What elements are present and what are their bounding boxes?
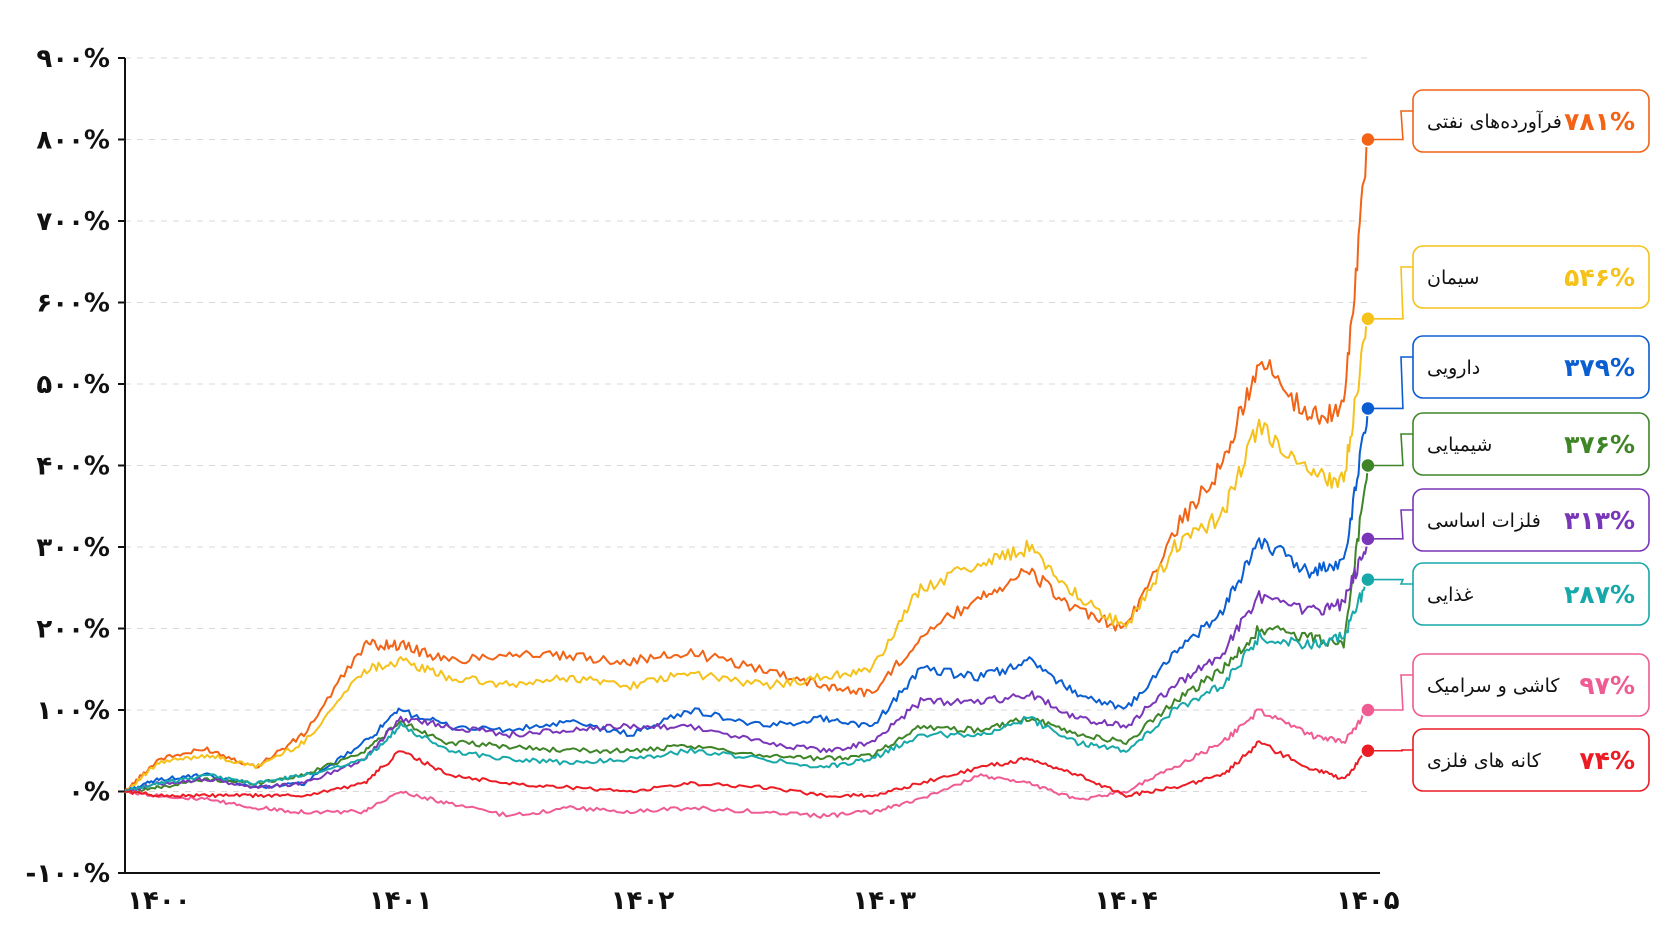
y-tick-label: -۱۰۰% xyxy=(26,859,110,889)
y-tick-label: ۲۰۰% xyxy=(36,615,110,645)
label-leader xyxy=(1367,110,1413,141)
label-leader xyxy=(1367,266,1413,320)
x-tick-label: ۱۴۰۱ xyxy=(369,886,432,916)
series-label-box xyxy=(1412,562,1650,626)
series-line xyxy=(124,139,1369,791)
y-axis-ticks: -۱۰۰% ۰% ۱۰۰% ۲۰۰% ۳۰۰% ۴۰۰% ۵۰۰% ۶۰۰% ۷۰۰% ۸۰۰% ۹… xyxy=(26,44,125,889)
series-label-box xyxy=(1412,488,1650,552)
series-label-box xyxy=(1412,335,1650,399)
series-line xyxy=(124,317,1369,794)
series-value: ۵۴۶% xyxy=(1564,263,1635,292)
series-name: دارویی xyxy=(1427,357,1480,379)
y-tick-label: ۰% xyxy=(68,778,110,808)
gridlines xyxy=(125,57,1370,792)
label-leader xyxy=(1367,578,1413,585)
x-axis-ticks: ۱۴۰۰ ۱۴۰۱ ۱۴۰۲ ۱۴۰۳ ۱۴۰۴ ۱۴۰۵ xyxy=(127,886,1400,916)
series-name: سیمان xyxy=(1427,267,1479,289)
x-tick-label: ۱۴۰۰ xyxy=(127,886,190,916)
label-leader xyxy=(1367,356,1413,410)
series-value: ۲۸۷% xyxy=(1564,580,1635,609)
series-line xyxy=(124,708,1368,819)
series-name: فلزات اساسی xyxy=(1427,510,1541,532)
y-tick-label: ۳۰۰% xyxy=(36,533,110,563)
series-name: شیمیایی xyxy=(1427,434,1492,456)
label-leader xyxy=(1367,749,1413,752)
y-tick-label: ۵۰۰% xyxy=(36,370,110,400)
y-tick-label: ۶۰۰% xyxy=(36,289,110,319)
series-label-box xyxy=(1412,89,1650,153)
label-leader xyxy=(1367,433,1413,467)
series-value: ۷۴% xyxy=(1579,746,1635,775)
series-value: ۹۷% xyxy=(1579,671,1635,700)
series-label-box xyxy=(1412,412,1650,476)
series-label-box xyxy=(1412,728,1650,792)
x-tick-label: ۱۴۰۲ xyxy=(611,886,675,916)
series-label-box xyxy=(1412,245,1650,309)
x-tick-label: ۱۴۰۳ xyxy=(853,886,917,916)
series-label-box xyxy=(1412,653,1650,717)
label-leader xyxy=(1367,509,1413,540)
y-tick-label: ۷۰۰% xyxy=(36,207,110,237)
series-value: ۳۱۳% xyxy=(1564,506,1635,535)
series-name: فرآورده‌های نفتی xyxy=(1427,109,1562,133)
series-labels: فرآورده‌های نفتی ۷۸۱% سیمان ۵۴۶% دارویی ۳۷۹% ش… xyxy=(1360,89,1650,792)
series-line xyxy=(124,740,1369,799)
y-tick-label: ۸۰۰% xyxy=(36,126,110,156)
series-lines xyxy=(124,139,1369,819)
label-leader xyxy=(1367,674,1413,711)
series-value: ۷۸۱% xyxy=(1564,107,1635,136)
series-name: غذایی xyxy=(1427,584,1473,606)
y-tick-label: ۴۰۰% xyxy=(36,452,110,482)
y-tick-label: ۱۰۰% xyxy=(36,696,110,726)
y-tick-label: ۹۰۰% xyxy=(36,44,110,74)
x-tick-label: ۱۴۰۴ xyxy=(1094,886,1157,916)
series-value: ۳۷۹% xyxy=(1564,353,1635,382)
series-line xyxy=(124,538,1369,793)
series-name: کانه های فلزی xyxy=(1427,750,1542,772)
series-line xyxy=(124,579,1369,793)
series-value: ۳۷۶% xyxy=(1564,430,1635,459)
series-name: کاشی و سرامیک xyxy=(1427,675,1560,697)
x-tick-label: ۱۴۰۵ xyxy=(1336,886,1400,916)
